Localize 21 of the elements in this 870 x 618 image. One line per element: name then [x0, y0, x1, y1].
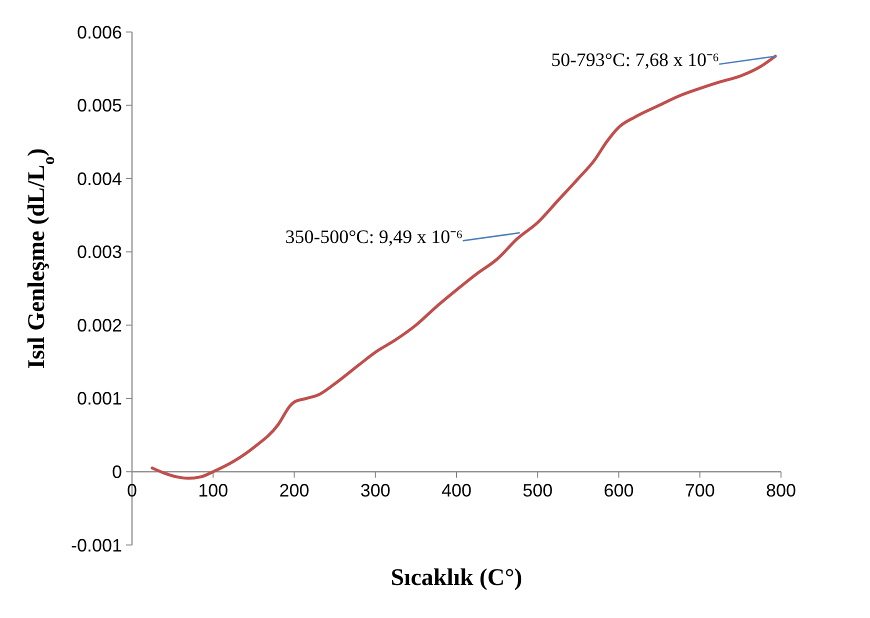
x-tick-label: 300 [360, 480, 390, 501]
y-tick-label: 0.002 [76, 315, 122, 336]
y-tick-label: 0.006 [76, 22, 122, 42]
y-tick-label: 0 [112, 462, 122, 482]
y-tick-label: 0.004 [76, 168, 122, 189]
x-tick-label: 800 [766, 480, 796, 501]
annotation: 350-500°C: 9,49 x 10⁻⁶ [285, 226, 463, 248]
y-tick-label: 0.003 [76, 242, 122, 262]
x-tick-label: 100 [198, 480, 228, 501]
x-tick-label: 400 [441, 480, 472, 501]
x-tick-label: 200 [279, 480, 310, 501]
y-tick-label: -0.001 [70, 535, 122, 556]
x-axis-title: Sıcaklık (C°) [390, 565, 522, 591]
x-tick-label: 700 [684, 480, 715, 501]
x-tick-label: 0 [126, 480, 138, 501]
annotation: 50-793°C: 7,68 x 10⁻⁶ [551, 50, 720, 72]
y-tick-label: 0.001 [76, 388, 122, 409]
line-series [150, 54, 777, 480]
x-tick-label: 500 [522, 480, 553, 501]
y-tick-label: 0.005 [76, 96, 122, 116]
x-tick-label: 600 [604, 480, 634, 501]
